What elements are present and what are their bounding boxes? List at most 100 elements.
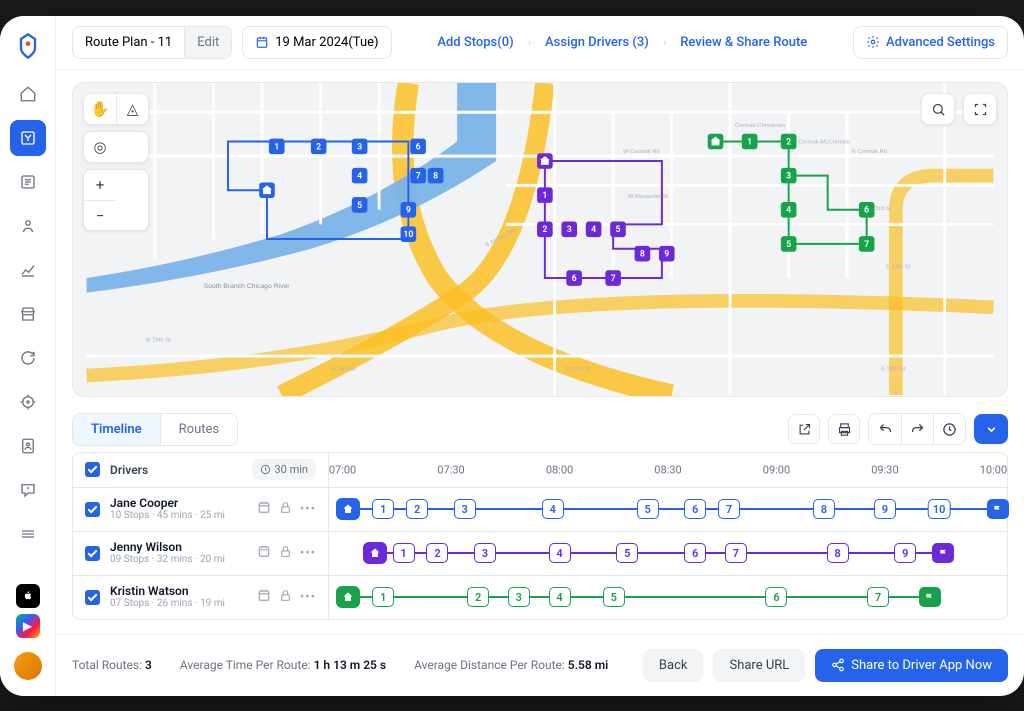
back-button[interactable]: Back — [643, 649, 704, 682]
stop-marker[interactable]: 2 — [426, 543, 448, 563]
share-icon — [831, 658, 845, 672]
pan-tool[interactable]: ✋ — [84, 94, 116, 124]
driver-checkbox[interactable] — [85, 502, 100, 517]
nav-routes[interactable] — [10, 120, 46, 156]
route-plan-chip: Route Plan - 11 Edit — [72, 26, 232, 59]
stop-marker[interactable]: 4 — [549, 543, 571, 563]
route-end-icon[interactable] — [932, 543, 954, 563]
stop-marker[interactable]: 3 — [454, 499, 476, 519]
stop-marker[interactable]: 9 — [894, 543, 916, 563]
measure-tool[interactable]: ◬ — [116, 94, 148, 124]
share-url-button[interactable]: Share URL — [713, 649, 805, 682]
step-add-stops[interactable]: Add Stops(0) — [437, 35, 513, 50]
nav-list[interactable] — [10, 164, 46, 200]
lock-icon[interactable] — [279, 589, 292, 606]
more-icon[interactable]: ••• — [300, 502, 316, 517]
fullscreen-button[interactable] — [963, 93, 997, 125]
nav-contacts[interactable] — [10, 428, 46, 464]
step-review[interactable]: Review & Share Route — [680, 35, 807, 50]
stop-marker[interactable]: 6 — [684, 499, 706, 519]
panel-menu-button[interactable] — [974, 414, 1008, 444]
stop-marker[interactable]: 5 — [637, 499, 659, 519]
interval-selector[interactable]: 30 min — [252, 459, 317, 480]
redo-button[interactable] — [901, 414, 933, 444]
nav-analytics[interactable] — [10, 252, 46, 288]
driver-lane: 12 3 4 5 67 8 9 — [329, 532, 1007, 575]
stop-marker[interactable]: 4 — [542, 499, 564, 519]
share-to-app-button[interactable]: Share to Driver App Now — [815, 649, 1008, 682]
stop-marker[interactable]: 3 — [508, 587, 530, 607]
route-end-icon[interactable] — [919, 587, 941, 607]
nav-feedback[interactable] — [10, 472, 46, 508]
stop-marker[interactable]: 4 — [549, 587, 571, 607]
time-tick: 08:00 — [546, 463, 573, 476]
nav-reload[interactable] — [10, 340, 46, 376]
stop-marker[interactable]: 7 — [867, 587, 889, 607]
stop-marker[interactable]: 5 — [616, 543, 638, 563]
svg-text:1: 1 — [274, 143, 279, 153]
more-icon[interactable]: ••• — [300, 590, 316, 605]
lock-icon[interactable] — [279, 501, 292, 518]
svg-text:E 24th St: E 24th St — [886, 265, 910, 271]
more-icon[interactable]: ••• — [300, 546, 316, 561]
calendar-icon[interactable] — [257, 544, 271, 562]
driver-checkbox[interactable] — [85, 590, 100, 605]
route-end-icon[interactable] — [987, 499, 1009, 519]
nav-home[interactable] — [10, 76, 46, 112]
tab-routes[interactable]: Routes — [161, 414, 237, 445]
stop-marker[interactable]: 2 — [467, 587, 489, 607]
calendar-icon[interactable] — [257, 500, 271, 518]
app-store-badge[interactable] — [16, 584, 40, 608]
nav-locate[interactable] — [10, 384, 46, 420]
stop-marker[interactable]: 10 — [928, 499, 951, 519]
tab-timeline[interactable]: Timeline — [73, 414, 161, 445]
stop-marker[interactable]: 8 — [827, 543, 849, 563]
stop-marker[interactable]: 1 — [372, 587, 394, 607]
stop-marker[interactable]: 7 — [725, 543, 747, 563]
svg-text:6: 6 — [572, 274, 577, 284]
nav-more[interactable] — [10, 516, 46, 552]
step-assign-drivers[interactable]: Assign Drivers (3) — [545, 35, 649, 50]
stop-marker[interactable]: 6 — [765, 587, 787, 607]
edit-plan-button[interactable]: Edit — [184, 27, 231, 58]
driver-name: Jenny Wilson — [110, 540, 247, 554]
lock-icon[interactable] — [279, 545, 292, 562]
svg-text:4: 4 — [786, 206, 791, 216]
stop-marker[interactable]: 1 — [372, 499, 394, 519]
stop-marker[interactable]: 7 — [718, 499, 740, 519]
nav-users[interactable] — [10, 208, 46, 244]
stop-marker[interactable]: 9 — [874, 499, 896, 519]
svg-text:10: 10 — [403, 231, 413, 241]
select-all-checkbox[interactable] — [85, 462, 100, 477]
driver-checkbox[interactable] — [85, 546, 100, 561]
map-tools-top-left: ✋ ◬ ◎ + − — [83, 93, 149, 231]
zoom-in-button[interactable]: + — [84, 170, 116, 200]
export-button[interactable] — [788, 414, 820, 444]
history-button[interactable] — [933, 414, 965, 444]
stop-marker[interactable]: 3 — [474, 543, 496, 563]
history-group — [868, 413, 966, 445]
stop-marker[interactable]: 6 — [684, 543, 706, 563]
undo-button[interactable] — [869, 414, 901, 444]
advanced-settings-button[interactable]: Advanced Settings — [853, 26, 1008, 59]
locate-tool[interactable]: ◎ — [84, 132, 116, 162]
search-map-button[interactable] — [921, 93, 955, 125]
stop-marker[interactable]: 1 — [393, 543, 415, 563]
route-start-icon[interactable] — [336, 586, 360, 608]
user-avatar[interactable] — [14, 652, 42, 680]
date-picker[interactable]: 19 Mar 2024(Tue) — [242, 26, 391, 59]
play-store-badge[interactable]: ▶ — [16, 614, 40, 638]
driver-info: Kristin Watson 07 Stops · 26 mins · 19 m… — [110, 584, 247, 610]
map-container[interactable]: South Branch Chicago River W Cermak Rd — [72, 82, 1008, 396]
driver-meta: 09 Stops · 32 mins · 20 mi — [110, 554, 247, 566]
svg-text:E Cermak Rd: E Cermak Rd — [852, 150, 887, 156]
zoom-out-button[interactable]: − — [84, 200, 116, 230]
route-start-icon[interactable] — [363, 542, 387, 564]
stop-marker[interactable]: 5 — [603, 587, 625, 607]
stop-marker[interactable]: 2 — [406, 499, 428, 519]
print-button[interactable] — [828, 414, 860, 444]
route-start-icon[interactable] — [336, 498, 360, 520]
nav-store[interactable] — [10, 296, 46, 332]
calendar-icon[interactable] — [257, 588, 271, 606]
stop-marker[interactable]: 8 — [813, 499, 835, 519]
